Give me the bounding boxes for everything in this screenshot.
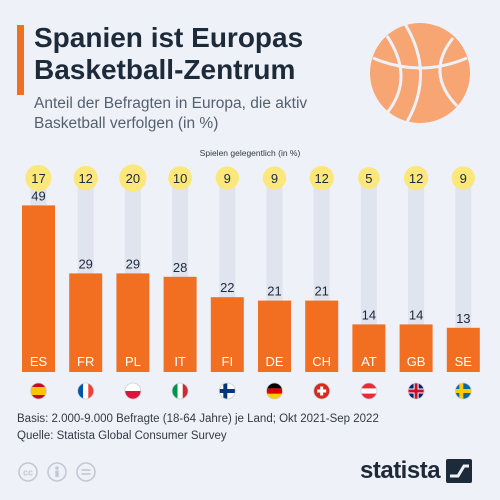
flag-border xyxy=(407,382,425,400)
basketball-icon xyxy=(370,23,470,123)
bar xyxy=(446,327,480,372)
title-accent-bar xyxy=(17,25,24,95)
uk-flag-icon xyxy=(408,383,425,399)
player-value-label: 12 xyxy=(78,171,92,186)
category-label: FI xyxy=(222,354,234,369)
player-value-label: 12 xyxy=(409,171,423,186)
switzerland-flag-icon xyxy=(313,383,330,399)
category-label: CH xyxy=(312,354,331,369)
bar-track xyxy=(360,178,377,372)
bar xyxy=(399,324,433,372)
player-bubble xyxy=(73,165,98,191)
source-note: Quelle: Statista Global Consumer Survey xyxy=(17,430,227,442)
player-bubble xyxy=(451,166,475,190)
bar xyxy=(22,205,55,372)
player-value-label: 10 xyxy=(173,171,187,186)
flag-border xyxy=(218,382,236,400)
flag-border xyxy=(454,382,472,400)
bar-track xyxy=(455,178,472,372)
no-derivatives-icon xyxy=(76,462,96,482)
player-value-label: 9 xyxy=(460,171,467,186)
bar-value-label: 28 xyxy=(173,260,187,275)
bubble-legend-label: Spielen gelegentlich (in %) xyxy=(200,148,301,158)
player-value-label: 5 xyxy=(365,171,372,186)
player-value-label: 9 xyxy=(271,171,278,186)
category-label: PL xyxy=(125,354,141,369)
player-value-label: 20 xyxy=(126,171,140,186)
flag-border xyxy=(313,382,331,400)
poland-flag-icon xyxy=(124,383,141,399)
player-value-label: 12 xyxy=(314,171,328,186)
category-label: SE xyxy=(455,354,473,369)
bar-value-label: 22 xyxy=(220,280,234,295)
player-bubble xyxy=(25,164,52,192)
flag-border xyxy=(124,382,142,400)
logo-text: statista xyxy=(360,457,441,484)
sweden-flag-icon xyxy=(455,383,472,399)
bar xyxy=(116,273,150,372)
flag-border xyxy=(171,382,189,400)
bar-value-label: 29 xyxy=(126,256,140,271)
flag-border xyxy=(266,382,283,400)
category-label: GB xyxy=(407,354,426,369)
finland-flag-icon xyxy=(219,383,236,399)
player-bubble xyxy=(215,166,239,190)
category-label: AT xyxy=(361,354,377,369)
license-icons: cc xyxy=(18,462,96,482)
category-label: FR xyxy=(77,354,94,369)
italy-flag-icon xyxy=(172,383,189,399)
basis-note: Basis: 2.000-9.000 Befragte (18-64 Jahre… xyxy=(17,413,379,425)
player-bubble xyxy=(403,165,429,191)
flag-border xyxy=(360,382,378,400)
bar-value-label: 14 xyxy=(362,307,376,322)
svg-text:cc: cc xyxy=(23,468,33,478)
player-bubble xyxy=(262,166,287,190)
player-bubble xyxy=(358,167,380,189)
page-title: Spanien ist Europas Basketball-Zentrum xyxy=(34,22,304,85)
flag-border xyxy=(30,382,47,400)
bar-value-label: 14 xyxy=(409,307,423,322)
bar xyxy=(352,324,386,372)
bar xyxy=(258,300,291,372)
cc-icon xyxy=(18,462,38,482)
player-bubble xyxy=(119,164,147,192)
bar-value-label: 29 xyxy=(78,256,92,271)
germany-flag-icon xyxy=(266,383,283,399)
bar-value-label: 13 xyxy=(456,311,470,326)
bar-value-label: 21 xyxy=(314,284,328,299)
page-subtitle: Anteil der Befragten in Europa, die akti… xyxy=(34,95,308,132)
bar xyxy=(210,297,244,372)
category-label: IT xyxy=(174,354,186,369)
statista-logo[interactable]: statista xyxy=(360,457,473,485)
player-value-label: 17 xyxy=(31,171,45,186)
bar xyxy=(69,273,103,372)
player-bubble xyxy=(309,165,334,191)
player-value-label: 9 xyxy=(224,171,231,186)
statista-logo-icon xyxy=(446,459,473,483)
spain-flag-icon xyxy=(30,383,47,399)
bar-track xyxy=(408,178,425,372)
bar xyxy=(163,276,197,372)
category-label: ES xyxy=(30,354,48,369)
attribution-icon xyxy=(47,462,67,482)
bar-value-label: 21 xyxy=(267,284,281,299)
category-label: DE xyxy=(265,354,283,369)
bar-chart: Spielen gelegentlich (in %) 17 49 ES 12 29 FR 2… xyxy=(22,148,480,400)
flag-border xyxy=(77,382,95,400)
player-bubble xyxy=(168,166,192,190)
bar xyxy=(305,300,339,372)
bar-value-label: 49 xyxy=(31,188,45,203)
austria-flag-icon xyxy=(360,383,377,399)
france-flag-icon xyxy=(77,383,94,399)
